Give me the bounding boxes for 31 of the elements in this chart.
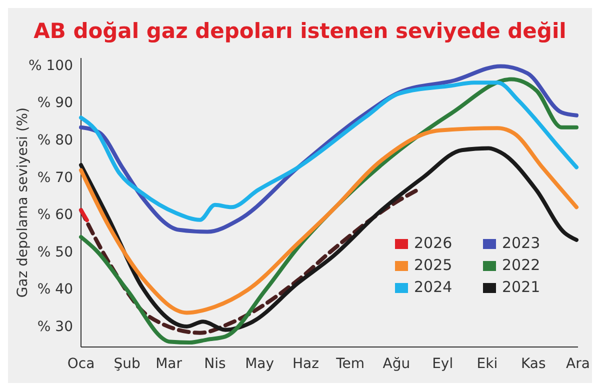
x-tick-label: Mar <box>156 356 182 372</box>
y-tick-label: % 40 <box>37 282 73 298</box>
line-series <box>79 126 579 315</box>
x-tick-label: Tem <box>335 356 365 372</box>
x-tick-label: Haz <box>292 356 319 372</box>
y-tick-label: % 70 <box>37 170 73 186</box>
line-series <box>79 80 579 222</box>
y-tick-label: % 80 <box>37 132 73 149</box>
y-axis-title: Gaz depolama seviyesi (%) <box>15 107 31 298</box>
x-tick-label: Ara <box>566 356 590 372</box>
x-tick-label: Eki <box>476 356 498 372</box>
y-tick-label: % 60 <box>37 207 73 224</box>
line-series <box>79 146 579 332</box>
x-tick-label: May <box>245 356 274 372</box>
x-tick-label: Kas <box>520 356 546 372</box>
legend-label: 2026 <box>414 234 452 252</box>
legend-label: 2025 <box>414 256 452 274</box>
legend-label: 2023 <box>502 234 540 252</box>
x-tick-label: Oca <box>67 356 95 372</box>
chart-title: AB doğal gaz depoları istenen seviyede değil <box>34 19 566 43</box>
y-tick-label: % 90 <box>37 95 73 112</box>
y-tick-label: % 50 <box>37 244 73 260</box>
x-tick-label: Şub <box>114 356 141 372</box>
y-tick-label: % 30 <box>37 318 73 335</box>
legend-label: 2022 <box>502 256 540 274</box>
legend-label: 2024 <box>414 278 452 296</box>
x-tick-label: Ağu <box>382 356 410 372</box>
legend-label: 2021 <box>502 278 540 296</box>
y-tick-label: % 100 <box>28 58 73 74</box>
x-tick-label: Eyl <box>432 356 454 372</box>
x-tick-label: Nis <box>204 356 226 372</box>
